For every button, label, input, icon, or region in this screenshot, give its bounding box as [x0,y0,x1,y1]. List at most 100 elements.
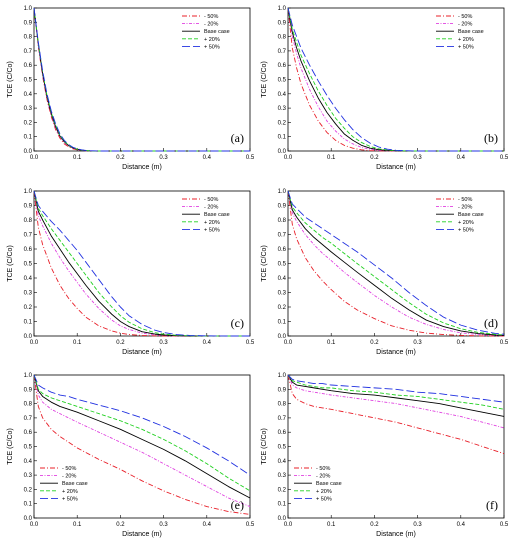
y-tick-label: 0.3 [278,291,287,297]
x-tick-label: 0.5 [500,340,509,346]
panel-label: (e) [231,498,244,512]
x-tick-label: 0.3 [159,522,168,528]
legend-label: - 20% [204,205,218,211]
y-tick-label: 0.7 [278,49,287,55]
series-line [287,7,504,152]
y-tick-label: 0.6 [278,430,287,436]
x-tick-label: 0.1 [327,522,336,528]
y-tick-label: 0.1 [278,502,287,508]
x-axis-label: Distance (m) [376,349,416,356]
series-line [287,190,505,335]
y-tick-label: 1.0 [278,373,287,379]
y-tick-label: 0.8 [278,402,287,408]
y-tick-label: 0.3 [278,106,287,112]
legend: - 50% - 20%Base case + 20%+ 50% [182,14,230,50]
y-axis-label: TCE (C/Co) [7,61,14,98]
x-tick-label: 0.4 [457,522,466,528]
x-tick-label: 0.3 [159,340,168,346]
legend-label: Base case [62,481,88,487]
y-tick-label: 0.8 [24,402,33,408]
series-line [287,7,504,152]
series-line [287,7,504,152]
series-line [33,374,251,507]
panel-label: (d) [484,316,498,330]
legend: - 50% - 20%Base case + 20%+ 50% [436,197,484,233]
series-line [287,374,505,417]
series-line [33,374,251,515]
y-tick-label: 0.0 [24,516,33,522]
y-tick-label: 0.3 [24,473,33,479]
y-tick-label: 0.4 [278,276,287,282]
legend-label: Base case [458,212,484,218]
x-tick-label: 0.0 [284,155,293,161]
y-tick-label: 0.7 [24,49,33,55]
chart-panel-5: 0.0 0.1 0.2 0.3 0.4 0.5 0.6 0.7 0.8 0.9 1.0 0.0 0.1 0… [7,373,255,538]
y-axis-label: TCE (C/Co) [261,61,268,98]
x-tick-label: 0.3 [413,155,422,161]
y-tick-label: 1.0 [278,6,287,12]
x-tick-label: 0.1 [73,155,82,161]
series-line [33,7,250,152]
y-tick-label: 0.2 [24,120,33,126]
legend-label: Base case [204,212,230,218]
x-tick-label: 0.2 [116,155,125,161]
legend-label: - 50% [458,14,472,20]
y-tick-label: 0.2 [278,487,287,493]
x-tick-label: 0.1 [327,155,336,161]
x-tick-label: 0.0 [30,155,39,161]
x-tick-label: 0.2 [370,522,379,528]
legend-label: + 50% [316,496,332,502]
chart-panel-3: 0.0 0.1 0.2 0.3 0.4 0.5 0.6 0.7 0.8 0.9 1.0 0.0 0.1 0… [7,189,255,356]
y-tick-label: 0.7 [24,233,33,239]
series-line [287,190,505,336]
y-tick-label: 0.0 [24,334,33,340]
legend-label: - 50% [204,14,218,20]
legend-label: + 20% [458,37,474,43]
x-axis-label: Distance (m) [122,164,162,171]
x-tick-label: 0.2 [116,522,125,528]
series-line [33,190,250,337]
panel-label: (c) [231,316,244,330]
legend-label: - 20% [316,474,330,480]
legend-label: - 50% [62,466,76,472]
legend-label: Base case [204,29,230,35]
x-tick-label: 0.1 [73,522,82,528]
x-tick-label: 0.3 [413,340,422,346]
legend-label: + 20% [204,37,220,43]
y-tick-label: 0.6 [278,247,287,253]
y-tick-label: 0.1 [24,135,33,141]
x-tick-label: 0.2 [116,340,125,346]
y-tick-label: 0.4 [278,459,287,465]
y-tick-label: 0.5 [278,445,287,451]
y-axis-label: TCE (C/Co) [261,245,268,282]
series-line [287,374,505,429]
y-tick-label: 1.0 [278,189,287,195]
legend: - 50% - 20%Base case + 20%+ 50% [40,466,88,502]
y-tick-label: 0.1 [24,502,33,508]
y-tick-label: 0.9 [278,20,287,26]
series-line [287,190,505,336]
legend-label: + 20% [458,220,474,226]
y-tick-label: 0.3 [24,291,33,297]
y-axis-label: TCE (C/Co) [7,428,14,465]
legend-label: + 50% [458,44,474,50]
x-tick-label: 0.0 [30,522,39,528]
legend-label: + 20% [62,489,78,495]
series-line [287,190,504,337]
series-line [287,374,505,455]
chart-panel-6: 0.0 0.1 0.2 0.3 0.4 0.5 0.6 0.7 0.8 0.9 1.0 0.0 0.1 0… [261,373,509,538]
y-tick-label: 0.9 [24,387,33,393]
x-tick-label: 0.1 [73,340,82,346]
y-tick-label: 0.3 [24,106,33,112]
x-tick-label: 0.3 [159,155,168,161]
y-tick-label: 0.2 [24,487,33,493]
legend-label: + 20% [204,220,220,226]
y-tick-label: 0.6 [24,430,33,436]
y-tick-label: 0.6 [278,63,287,69]
y-tick-label: 0.5 [24,262,33,268]
y-tick-label: 0.5 [278,78,287,84]
x-axis-label: Distance (m) [122,349,162,356]
x-tick-label: 0.5 [246,522,255,528]
y-tick-label: 0.7 [278,416,287,422]
x-tick-label: 0.3 [413,522,422,528]
